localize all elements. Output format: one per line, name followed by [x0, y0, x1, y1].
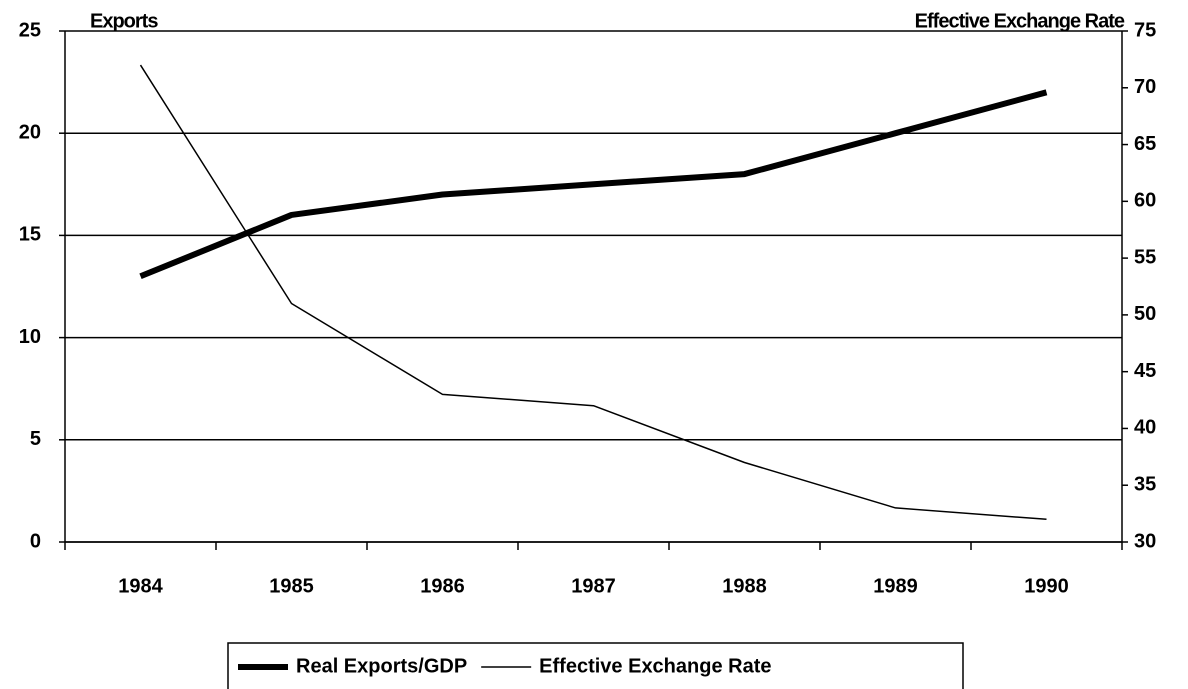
- y2-tick-label: 30: [1134, 530, 1156, 552]
- x-tick-label: 1988: [722, 575, 767, 597]
- y2-tick-label: 65: [1134, 133, 1156, 155]
- legend-label: Effective Exchange Rate: [539, 655, 771, 677]
- y-tick-label: 20: [19, 121, 41, 143]
- y-tick-label: 10: [19, 326, 41, 348]
- x-tick-label: 1987: [571, 575, 616, 597]
- y-tick-label: 0: [30, 530, 41, 552]
- y2-tick-label: 60: [1134, 190, 1156, 212]
- x-tick-label: 1984: [118, 575, 163, 597]
- y-axis-title: Exports: [90, 10, 158, 32]
- y2-tick-label: 35: [1134, 474, 1156, 496]
- y2-tick-label: 70: [1134, 76, 1156, 98]
- y2-tick-label: 45: [1134, 360, 1156, 382]
- y2-tick-label: 40: [1134, 417, 1156, 439]
- y2-axis-title: Effective Exchange Rate: [915, 10, 1125, 32]
- x-tick-label: 1990: [1024, 575, 1069, 597]
- y-tick-label: 15: [19, 224, 41, 246]
- y2-tick-label: 55: [1134, 246, 1156, 268]
- y2-tick-label: 50: [1134, 303, 1156, 325]
- y2-tick-label: 75: [1134, 19, 1156, 41]
- legend-label: Real Exports/GDP: [296, 655, 467, 677]
- y-tick-label: 25: [19, 19, 41, 41]
- series-line: [139, 64, 1047, 521]
- y-tick-label: 5: [30, 428, 41, 450]
- series-line: [139, 89, 1048, 280]
- legend-box: [227, 642, 964, 689]
- x-tick-label: 1989: [873, 575, 918, 597]
- x-tick-label: 1985: [269, 575, 314, 597]
- x-tick-label: 1986: [420, 575, 465, 597]
